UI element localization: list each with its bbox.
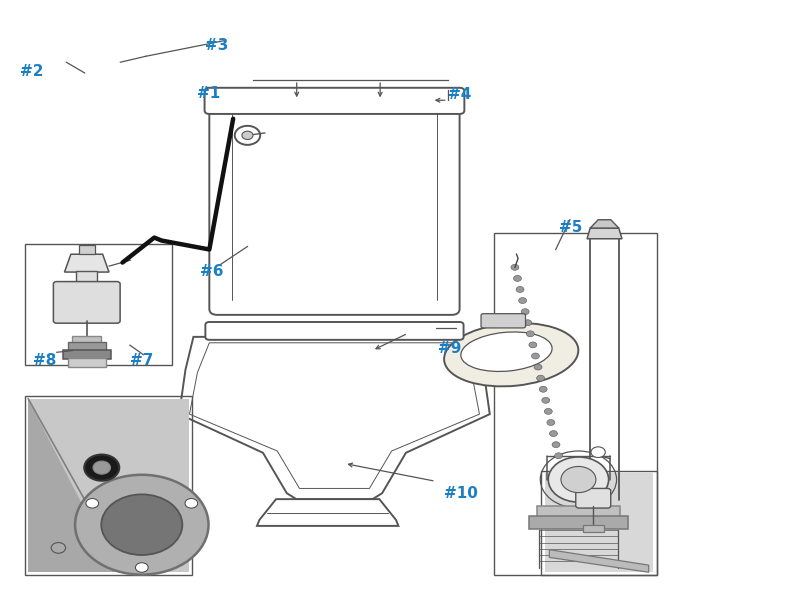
Text: #1: #1 xyxy=(198,86,221,101)
Circle shape xyxy=(539,386,547,392)
FancyBboxPatch shape xyxy=(206,322,463,340)
Bar xyxy=(537,506,620,518)
Bar xyxy=(25,244,172,365)
Circle shape xyxy=(548,457,609,502)
FancyBboxPatch shape xyxy=(205,88,464,114)
FancyBboxPatch shape xyxy=(481,314,526,328)
Circle shape xyxy=(51,542,66,553)
Circle shape xyxy=(542,397,550,403)
Bar xyxy=(77,271,97,286)
Circle shape xyxy=(544,409,552,415)
Bar xyxy=(28,398,189,572)
Circle shape xyxy=(529,342,537,348)
Circle shape xyxy=(242,131,253,140)
Circle shape xyxy=(531,353,539,359)
Text: #5: #5 xyxy=(559,220,582,235)
FancyBboxPatch shape xyxy=(210,101,459,315)
Polygon shape xyxy=(257,499,398,526)
Polygon shape xyxy=(28,398,117,572)
Circle shape xyxy=(93,461,110,474)
Circle shape xyxy=(511,265,519,270)
Text: #7: #7 xyxy=(130,353,154,368)
Circle shape xyxy=(591,447,606,458)
Polygon shape xyxy=(65,254,109,272)
Bar xyxy=(73,336,101,346)
Text: #10: #10 xyxy=(444,485,478,500)
Text: #4: #4 xyxy=(448,88,471,103)
Circle shape xyxy=(547,419,555,425)
Circle shape xyxy=(561,466,596,493)
Bar xyxy=(79,245,94,254)
Text: #3: #3 xyxy=(206,38,229,53)
Text: #8: #8 xyxy=(33,353,56,368)
Text: #2: #2 xyxy=(20,64,44,79)
Ellipse shape xyxy=(444,323,578,386)
Polygon shape xyxy=(590,220,618,228)
Circle shape xyxy=(514,275,522,281)
Ellipse shape xyxy=(461,332,552,371)
Circle shape xyxy=(75,475,209,575)
Polygon shape xyxy=(587,228,622,239)
Circle shape xyxy=(86,499,98,508)
Circle shape xyxy=(234,126,260,145)
Bar xyxy=(494,233,657,575)
FancyBboxPatch shape xyxy=(54,281,120,323)
Circle shape xyxy=(516,287,524,292)
Bar xyxy=(25,397,192,575)
Circle shape xyxy=(522,308,529,314)
Bar xyxy=(68,341,106,351)
FancyBboxPatch shape xyxy=(576,488,610,508)
Circle shape xyxy=(102,494,182,555)
Text: #6: #6 xyxy=(200,264,223,279)
Bar xyxy=(583,525,603,532)
Circle shape xyxy=(552,442,560,448)
Circle shape xyxy=(554,453,562,459)
Circle shape xyxy=(526,331,534,337)
Text: #9: #9 xyxy=(438,341,462,356)
Bar xyxy=(529,517,628,529)
Polygon shape xyxy=(179,337,490,499)
Circle shape xyxy=(84,455,119,481)
Bar xyxy=(68,358,106,367)
Circle shape xyxy=(524,320,532,326)
Circle shape xyxy=(537,375,545,381)
Circle shape xyxy=(185,499,198,508)
Circle shape xyxy=(534,364,542,370)
Circle shape xyxy=(518,298,526,304)
Polygon shape xyxy=(550,550,649,572)
Circle shape xyxy=(135,563,148,572)
Circle shape xyxy=(550,431,558,437)
Bar xyxy=(542,470,657,575)
Bar xyxy=(63,350,110,359)
Bar xyxy=(545,473,654,572)
